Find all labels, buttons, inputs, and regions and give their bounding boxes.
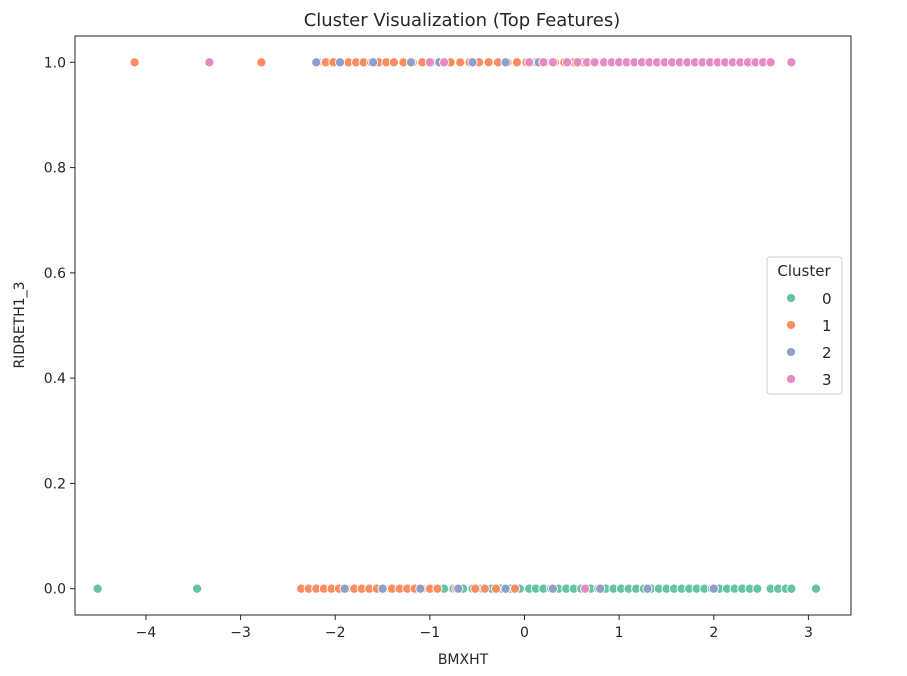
x-tick-label: 1 [615,625,624,641]
x-tick-label: −2 [325,625,346,641]
scatter-point-cluster-3-3 [524,57,535,68]
scatter-point-cluster-1-55 [470,583,481,594]
legend-label-cluster-3: 3 [822,371,832,389]
y-tick-label: 1.0 [44,55,66,71]
legend: Cluster 0 1 2 3 [766,256,843,395]
scatter-point-cluster-3-34 [580,583,591,594]
y-tick-label: 0.2 [44,476,66,492]
scatter-point-cluster-2-1 [334,57,346,68]
legend-marker-cluster-0 [785,292,797,304]
scatter-point-cluster-1-58 [509,583,521,594]
scatter-point-cluster-3-0 [204,57,215,68]
scatter-point-cluster-1-57 [491,583,502,594]
scatter-point-cluster-0-1 [192,583,203,594]
scatter-point-cluster-2-19 [595,583,606,594]
scatter-point-cluster-2-21 [708,583,719,594]
scatter-point-cluster-3-7 [572,57,583,68]
legend-label-cluster-2: 2 [822,344,832,362]
scatter-point-cluster-1-12 [388,57,399,68]
y-axis-ticks: 0.0 0.2 0.4 0.6 0.8 1.0 [44,55,75,598]
scatter-point-cluster-2-20 [642,583,653,594]
scatter-point-cluster-1-0 [129,57,140,68]
scatter-point-cluster-2-5 [467,57,478,68]
scatter-point-cluster-2-14 [377,583,388,594]
y-tick-label: 0.8 [44,161,66,177]
scatter-point-cluster-2-18 [547,583,558,594]
x-tick-label: 2 [709,625,718,641]
legend-marker-cluster-3 [785,373,797,385]
scatter-point-cluster-3-6 [562,57,573,68]
scatter-point-cluster-0-47 [810,583,822,594]
scatter-point-cluster-1-56 [479,583,490,594]
scatter-point-cluster-3-1 [424,57,435,68]
scatter-point-cluster-1-53 [432,583,443,594]
legend-title: Cluster [777,262,831,280]
scatter-point-cluster-3-2 [439,57,450,68]
scatter-point-cluster-1-19 [455,57,466,68]
scatter-point-cluster-3-33 [786,57,797,68]
scatter-point-cluster-2-13 [339,583,350,594]
scatter-point-cluster-1-25 [511,57,522,68]
scatter-point-cluster-2-17 [500,583,511,594]
scatter-point-cluster-0-46 [786,583,797,594]
x-tick-label: 0 [520,625,529,641]
x-axis-label: BMXHT [438,652,489,668]
scatter-point-cluster-3-9 [589,57,600,68]
y-tick-label: 0.0 [44,582,66,598]
scatter-point-cluster-2-15 [415,583,426,594]
legend-items: 0 1 2 3 [785,290,832,389]
scatter-point-cluster-3-4 [538,57,549,68]
scatter-point-cluster-2-0 [311,57,322,68]
legend-box [766,256,843,395]
x-tick-label: −3 [230,625,251,641]
y-tick-label: 0.6 [44,266,66,282]
scatter-point-cluster-2-3 [405,57,417,68]
legend-label-cluster-1: 1 [822,317,832,335]
chart-title: Cluster Visualization (Top Features) [304,10,621,31]
scatter-point-cluster-3-32 [765,57,776,68]
x-tick-label: −1 [420,625,441,641]
y-axis-label: RIDRETH1_3 [12,281,28,368]
scatter-point-cluster-2-6 [500,57,511,68]
scatter-point-cluster-0-42 [752,583,763,594]
scatter-point-cluster-0-0 [92,583,103,594]
scatter-point-cluster-1-1 [256,57,267,68]
points-layer [92,57,822,594]
legend-label-cluster-0: 0 [822,290,832,308]
scatter-point-cluster-1-22 [483,57,494,68]
scatter-point-cluster-2-16 [453,583,464,594]
plot-area-frame [74,35,852,616]
x-tick-label: −4 [136,625,157,641]
scatter-point-cluster-3-5 [547,57,558,68]
x-tick-label: 3 [804,625,813,641]
scatter-point-cluster-2-2 [368,57,379,68]
legend-marker-cluster-2 [785,346,797,358]
legend-marker-cluster-1 [785,319,797,331]
y-tick-label: 0.4 [44,371,66,387]
x-axis-ticks: −4 −3 −2 −1 0 1 2 3 [136,615,813,641]
